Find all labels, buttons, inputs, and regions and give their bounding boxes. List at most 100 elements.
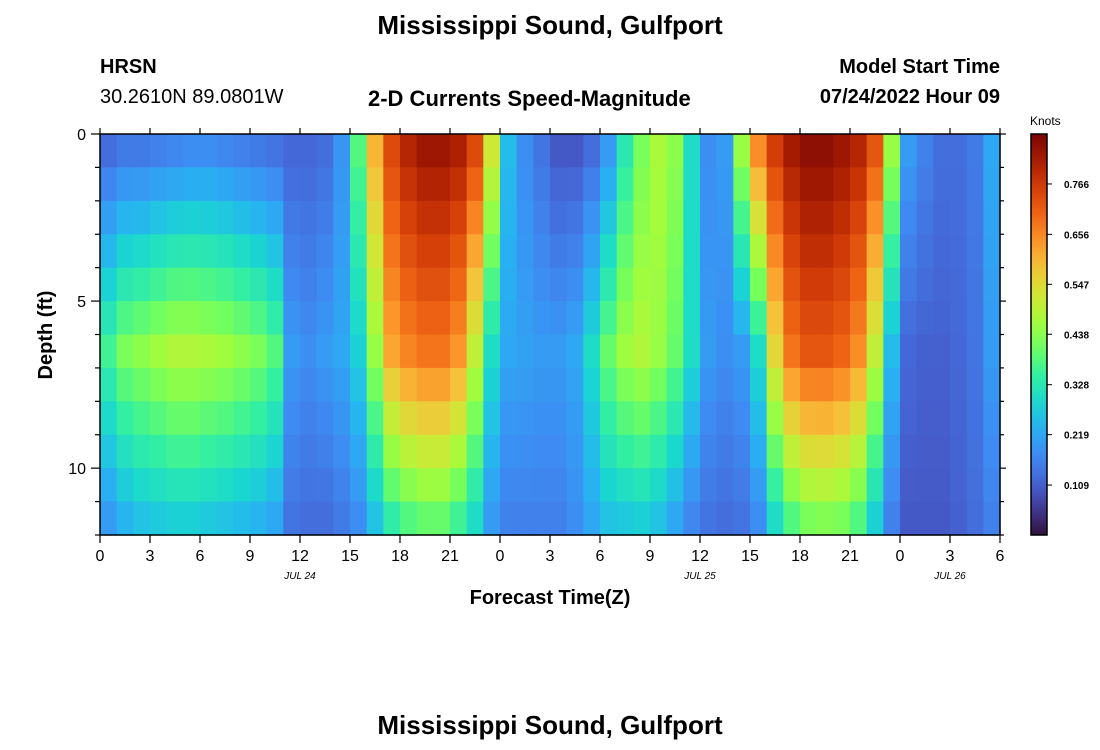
heatmap-cell [283,167,301,202]
heatmap-cell [566,434,584,469]
heatmap-cell [700,267,718,302]
heatmap-cell [733,334,751,369]
heatmap-cell [666,267,684,302]
heatmap-cell [983,267,1001,302]
colorbar: Knots 0.109 0.219 0.328 0.438 0.547 0.656 0.76… [1030,114,1089,536]
heatmap-cell [966,434,984,469]
heatmap-cell [150,134,168,169]
heatmap-cell [116,367,134,402]
x-tick-label: 3 [546,548,555,565]
heatmap-cell [566,468,584,503]
heatmap-cell [733,267,751,302]
heatmap-cell [816,234,834,269]
heatmap-cell [533,301,551,336]
x-tick-label: 21 [441,548,459,565]
heatmap-cell [566,301,584,336]
heatmap-cell [350,367,368,402]
heatmap-cell [783,334,801,369]
heatmap-cell [900,167,918,202]
heatmap-cell [583,301,601,336]
heatmap-cell [250,367,268,402]
heatmap-cell [466,134,484,169]
heatmap-cell [816,401,834,436]
heatmap-cell [966,468,984,503]
heatmap-cell [366,301,384,336]
heatmap-cell [200,367,218,402]
x-tick-label: 0 [496,548,505,565]
date-label: JUL 26 [933,571,966,582]
heatmap-cell [266,401,284,436]
heatmap-cell [850,200,868,235]
heatmap-cell [366,468,384,503]
y-tick-label: 10 [68,461,86,478]
heatmap-cell [216,367,234,402]
heatmap-cell [900,134,918,169]
heatmap-cells [100,134,1001,536]
heatmap-cell [150,167,168,202]
heatmap-cell [666,401,684,436]
colorbar-tick-label: 0.438 [1064,330,1089,341]
heatmap-cell [366,134,384,169]
heatmap-cell [433,501,451,536]
heatmap-cell [666,334,684,369]
heatmap-cell [833,301,851,336]
heatmap-cell [183,401,201,436]
heatmap-cell [166,267,184,302]
heatmap-cell [600,167,618,202]
heatmap-cell [800,334,818,369]
heatmap-cell [433,167,451,202]
heatmap-cell [316,167,334,202]
station-coordinates: 30.2610N 89.0801W [100,86,284,108]
heatmap-cell [633,468,651,503]
heatmap-cell [933,434,951,469]
heatmap-cell [216,134,234,169]
heatmap-cell [183,468,201,503]
heatmap-cell [583,167,601,202]
date-label: JUL 25 [683,571,716,582]
heatmap-cell [700,301,718,336]
heatmap-cell [466,301,484,336]
heatmap-cell [150,434,168,469]
heatmap-cell [750,367,768,402]
heatmap-cell [516,468,534,503]
heatmap-cell [216,501,234,536]
heatmap-cell [716,401,734,436]
heatmap-cell [250,134,268,169]
heatmap-cell [266,301,284,336]
heatmap-cell [316,234,334,269]
heatmap-cell [450,434,468,469]
heatmap-cell [200,334,218,369]
heatmap-cell [133,301,151,336]
heatmap-cell [300,434,318,469]
heatmap-cell [450,234,468,269]
heatmap-cell [466,434,484,469]
heatmap-cell [766,367,784,402]
heatmap-cell [650,401,668,436]
heatmap-cell [266,367,284,402]
heatmap-cell [733,200,751,235]
heatmap-cell [283,468,301,503]
heatmap-cell [450,267,468,302]
heatmap-cell [933,234,951,269]
heatmap-cell [816,267,834,302]
y-axis: 0 5 10 [68,127,1006,536]
heatmap-cell [266,200,284,235]
heatmap-cell [966,334,984,369]
heatmap-cell [416,334,434,369]
heatmap-cell [650,367,668,402]
heatmap-cell [283,200,301,235]
heatmap-cell [183,367,201,402]
heatmap-cell [550,301,568,336]
heatmap-cell [566,334,584,369]
heatmap-cell [233,267,251,302]
heatmap-cell [883,301,901,336]
heatmap-cell [133,434,151,469]
heatmap-cell [700,200,718,235]
heatmap-cell [833,434,851,469]
heatmap-cell [433,468,451,503]
heatmap-cell [966,401,984,436]
heatmap-cell [766,167,784,202]
heatmap-cell [350,468,368,503]
colorbar-tick-label: 0.219 [1064,431,1089,442]
heatmap-cell [916,367,934,402]
